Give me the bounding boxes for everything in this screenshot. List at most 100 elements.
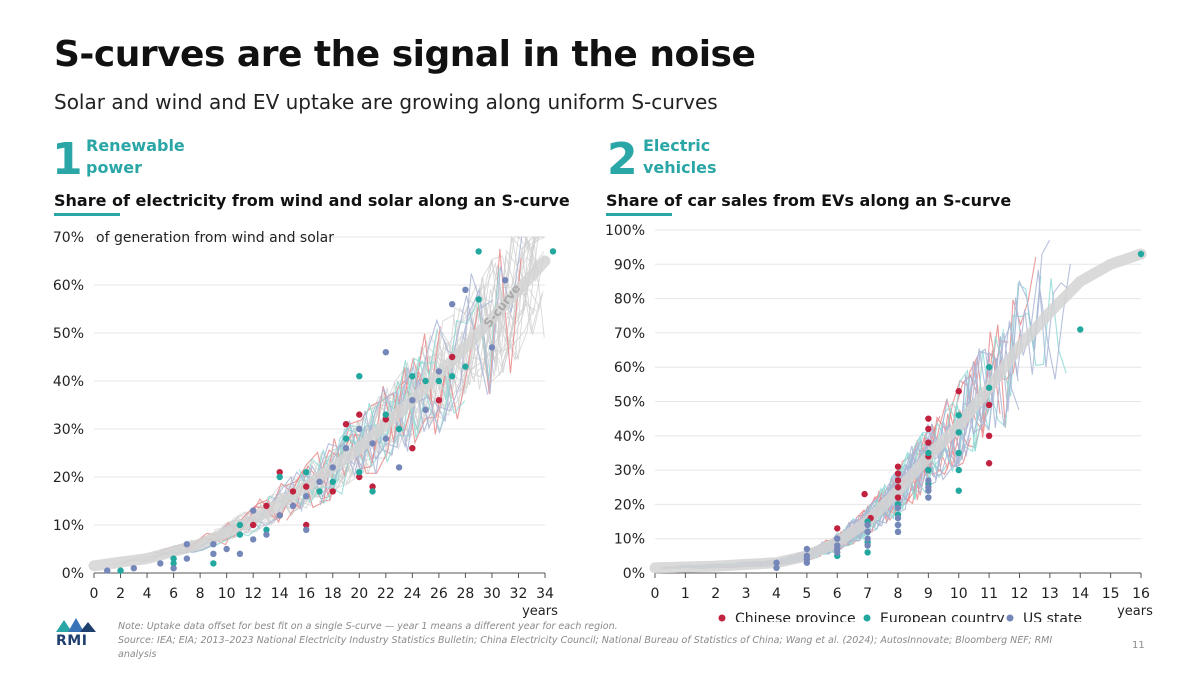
y-tick-label: 0% xyxy=(62,566,84,582)
section-2-label-line1: Electric xyxy=(643,136,711,155)
background-trajectory-line xyxy=(204,236,546,545)
y-tick-label: 60% xyxy=(53,278,84,294)
data-point xyxy=(435,377,443,385)
data-point xyxy=(925,487,932,494)
data-point xyxy=(925,425,932,433)
data-point xyxy=(210,550,217,557)
chart-2-title: Share of car sales from EVs along an S-c… xyxy=(606,191,1012,210)
data-point xyxy=(834,525,841,532)
background-trajectory-line xyxy=(110,236,536,566)
data-point xyxy=(369,483,376,490)
data-point xyxy=(435,368,443,375)
x-tick-label: 16 xyxy=(1132,586,1150,602)
trajectory-line xyxy=(752,322,1019,566)
x-tick-label: 3 xyxy=(742,586,751,602)
x-tick-label: 28 xyxy=(456,586,474,602)
x-tick-label: 14 xyxy=(271,586,289,602)
data-point xyxy=(249,536,257,543)
legend-marker xyxy=(1006,614,1014,622)
data-point xyxy=(382,416,390,423)
section-2-number: 2 xyxy=(607,134,638,185)
x-tick-label: 26 xyxy=(430,586,448,602)
chart-1-title-underline xyxy=(54,213,120,216)
y-tick-label: 60% xyxy=(614,360,645,376)
legend-label: Chinese province xyxy=(735,611,856,622)
data-point xyxy=(236,521,244,529)
y-axis-label: of generation from wind and solar xyxy=(96,230,334,246)
data-point xyxy=(303,483,310,490)
x-tick-label: 10 xyxy=(218,586,236,602)
data-point xyxy=(955,412,962,419)
data-point xyxy=(955,429,962,436)
trajectory-line xyxy=(301,367,451,498)
data-point xyxy=(356,425,363,433)
s-curve-band xyxy=(88,255,551,572)
y-tick-label: 40% xyxy=(53,374,84,390)
y-tick-label: 50% xyxy=(614,395,645,411)
y-tick-label: 20% xyxy=(614,497,645,513)
data-point xyxy=(1077,326,1084,333)
s-curve-band xyxy=(649,248,1147,574)
data-point xyxy=(117,567,124,574)
data-point xyxy=(249,521,257,529)
x-tick-label: 9 xyxy=(924,586,933,602)
data-point xyxy=(422,406,429,413)
data-point xyxy=(236,550,244,557)
section-1-label-line1: Renewable xyxy=(86,136,185,155)
data-point xyxy=(861,490,868,498)
x-tick-label: 32 xyxy=(510,586,528,602)
data-point xyxy=(955,388,962,395)
data-point xyxy=(316,478,323,485)
x-tick-label: 1 xyxy=(681,586,690,602)
trajectory-line xyxy=(185,326,441,551)
data-point xyxy=(894,528,902,536)
data-point xyxy=(448,373,456,380)
data-point xyxy=(985,460,993,467)
legend-marker xyxy=(718,614,726,622)
x-tick-label: 14 xyxy=(1071,586,1089,602)
legend-marker xyxy=(863,614,871,622)
x-tick-label: 2 xyxy=(116,586,125,602)
x-tick-label: 2 xyxy=(711,586,720,602)
x-axis-label: years xyxy=(522,604,558,619)
data-point xyxy=(170,560,177,567)
data-point xyxy=(183,541,191,548)
x-tick-label: 6 xyxy=(169,586,178,602)
y-tick-label: 80% xyxy=(614,292,645,308)
data-point xyxy=(422,377,429,385)
data-point xyxy=(356,411,363,418)
y-tick-label: 30% xyxy=(614,463,645,479)
data-point xyxy=(329,464,336,471)
x-tick-label: 4 xyxy=(772,586,781,602)
data-point xyxy=(925,415,932,422)
data-point xyxy=(289,502,297,509)
legend-label: European country xyxy=(880,611,1005,622)
data-point xyxy=(170,555,177,562)
data-point xyxy=(955,487,962,494)
x-tick-label: 15 xyxy=(1102,586,1120,602)
x-tick-label: 18 xyxy=(324,586,342,602)
data-point xyxy=(409,397,416,404)
data-point xyxy=(448,353,456,361)
data-point xyxy=(276,473,283,481)
x-tick-label: 24 xyxy=(403,586,421,602)
legend-label: US state xyxy=(1023,611,1082,622)
x-tick-label: 11 xyxy=(980,586,998,602)
section-1-label: Renewable power xyxy=(86,135,185,179)
data-point xyxy=(435,397,443,404)
data-point xyxy=(925,439,932,446)
data-point xyxy=(985,364,993,371)
data-point xyxy=(356,373,363,380)
x-tick-label: 16 xyxy=(297,586,315,602)
data-point xyxy=(894,463,902,470)
data-point xyxy=(104,567,111,574)
data-point xyxy=(170,565,177,572)
data-point xyxy=(157,560,164,567)
data-point xyxy=(864,542,871,549)
y-tick-label: 10% xyxy=(614,532,645,548)
data-point xyxy=(894,484,902,491)
section-2-label-line2: vehicles xyxy=(643,158,717,177)
data-point xyxy=(236,531,244,538)
data-point xyxy=(1137,250,1145,258)
y-tick-label: 10% xyxy=(53,518,84,534)
